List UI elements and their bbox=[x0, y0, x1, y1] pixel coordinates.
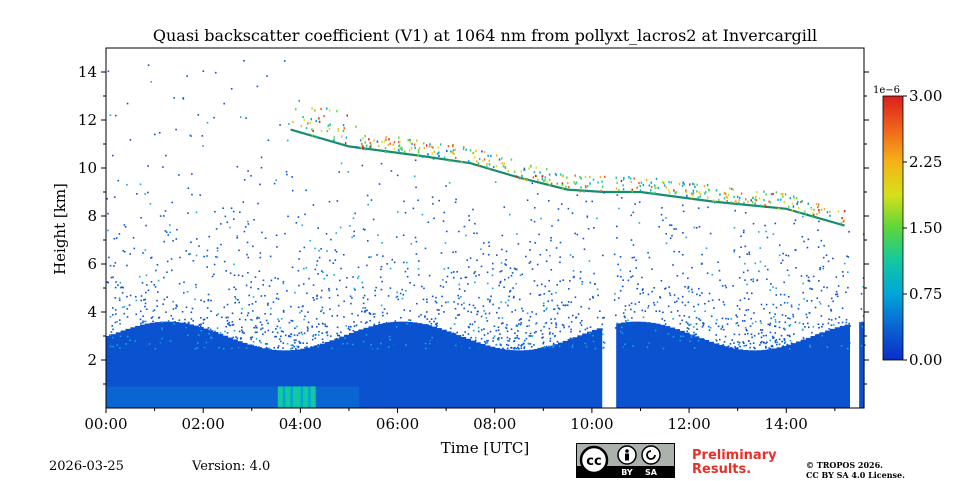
plot-frame bbox=[105, 47, 865, 409]
y-tick-label: 14 bbox=[78, 63, 97, 81]
x-tick-label: 12:00 bbox=[667, 415, 710, 433]
colorbar-tick-label: 0.00 bbox=[909, 351, 942, 369]
colorbar-exponent: 1e−6 bbox=[873, 85, 900, 96]
boundary-layer-band bbox=[106, 321, 865, 408]
colorbar-tick-label: 0.75 bbox=[909, 285, 942, 303]
footer-date: 2026-03-25 bbox=[49, 459, 124, 474]
cc-by-sa-icon: cc BY SA bbox=[577, 444, 674, 477]
colorbar: 0.00 0.75 1.50 2.25 3.00 1e−6 bbox=[873, 85, 942, 369]
cc-text: cc bbox=[586, 454, 601, 469]
colorbar-tick-label: 2.25 bbox=[909, 153, 942, 171]
cc-license-badge: cc BY SA bbox=[576, 443, 675, 478]
y-tick-label: 6 bbox=[87, 255, 97, 273]
y-tick-label: 8 bbox=[87, 207, 97, 225]
x-tick-label: 00:00 bbox=[84, 415, 127, 433]
sa-text: SA bbox=[645, 468, 658, 477]
y-tick-label: 10 bbox=[78, 159, 97, 177]
footer-version: Version: 4.0 bbox=[191, 459, 270, 474]
copyright-note: © TROPOS 2026. CC BY SA 4.0 License. bbox=[806, 460, 905, 480]
near-surface-layer bbox=[106, 386, 360, 408]
x-tick-label: 14:00 bbox=[765, 415, 808, 433]
preliminary-results-note: Preliminary Results. bbox=[692, 449, 777, 477]
preliminary-line-1: Preliminary bbox=[692, 448, 777, 463]
colorbar-gradient bbox=[882, 95, 904, 361]
x-tick-label: 02:00 bbox=[182, 415, 225, 433]
copyright-line-1: © TROPOS 2026. bbox=[806, 460, 883, 470]
y-tick-label: 2 bbox=[87, 351, 97, 369]
y-axis: 2 4 6 8 10 12 14 bbox=[78, 63, 869, 385]
y-tick-label: 12 bbox=[78, 111, 97, 129]
copyright-line-2: CC BY SA 4.0 License. bbox=[806, 470, 905, 480]
y-axis-label: Height [km] bbox=[51, 183, 69, 275]
x-axis-label: Time [UTC] bbox=[441, 439, 530, 457]
colorbar-tick-label: 1.50 bbox=[909, 219, 942, 237]
x-tick-label: 06:00 bbox=[376, 415, 419, 433]
x-tick-label: 08:00 bbox=[473, 415, 516, 433]
x-tick-label: 04:00 bbox=[279, 415, 322, 433]
chart-title: Quasi backscatter coefficient (V1) at 10… bbox=[153, 26, 817, 45]
cirrus-cloud-features bbox=[290, 99, 846, 227]
preliminary-line-2: Results. bbox=[692, 462, 752, 477]
x-tick-label: 10:00 bbox=[570, 415, 613, 433]
heatmap-plot-area bbox=[105, 47, 866, 409]
signal-noise-speckles bbox=[106, 60, 866, 350]
y-tick-label: 4 bbox=[87, 303, 97, 321]
by-text: BY bbox=[621, 468, 633, 477]
colorbar-tick-label: 3.00 bbox=[909, 87, 942, 105]
x-axis: 00:00 02:00 04:00 06:00 08:00 10:00 12:00 14:00 bbox=[84, 408, 836, 433]
